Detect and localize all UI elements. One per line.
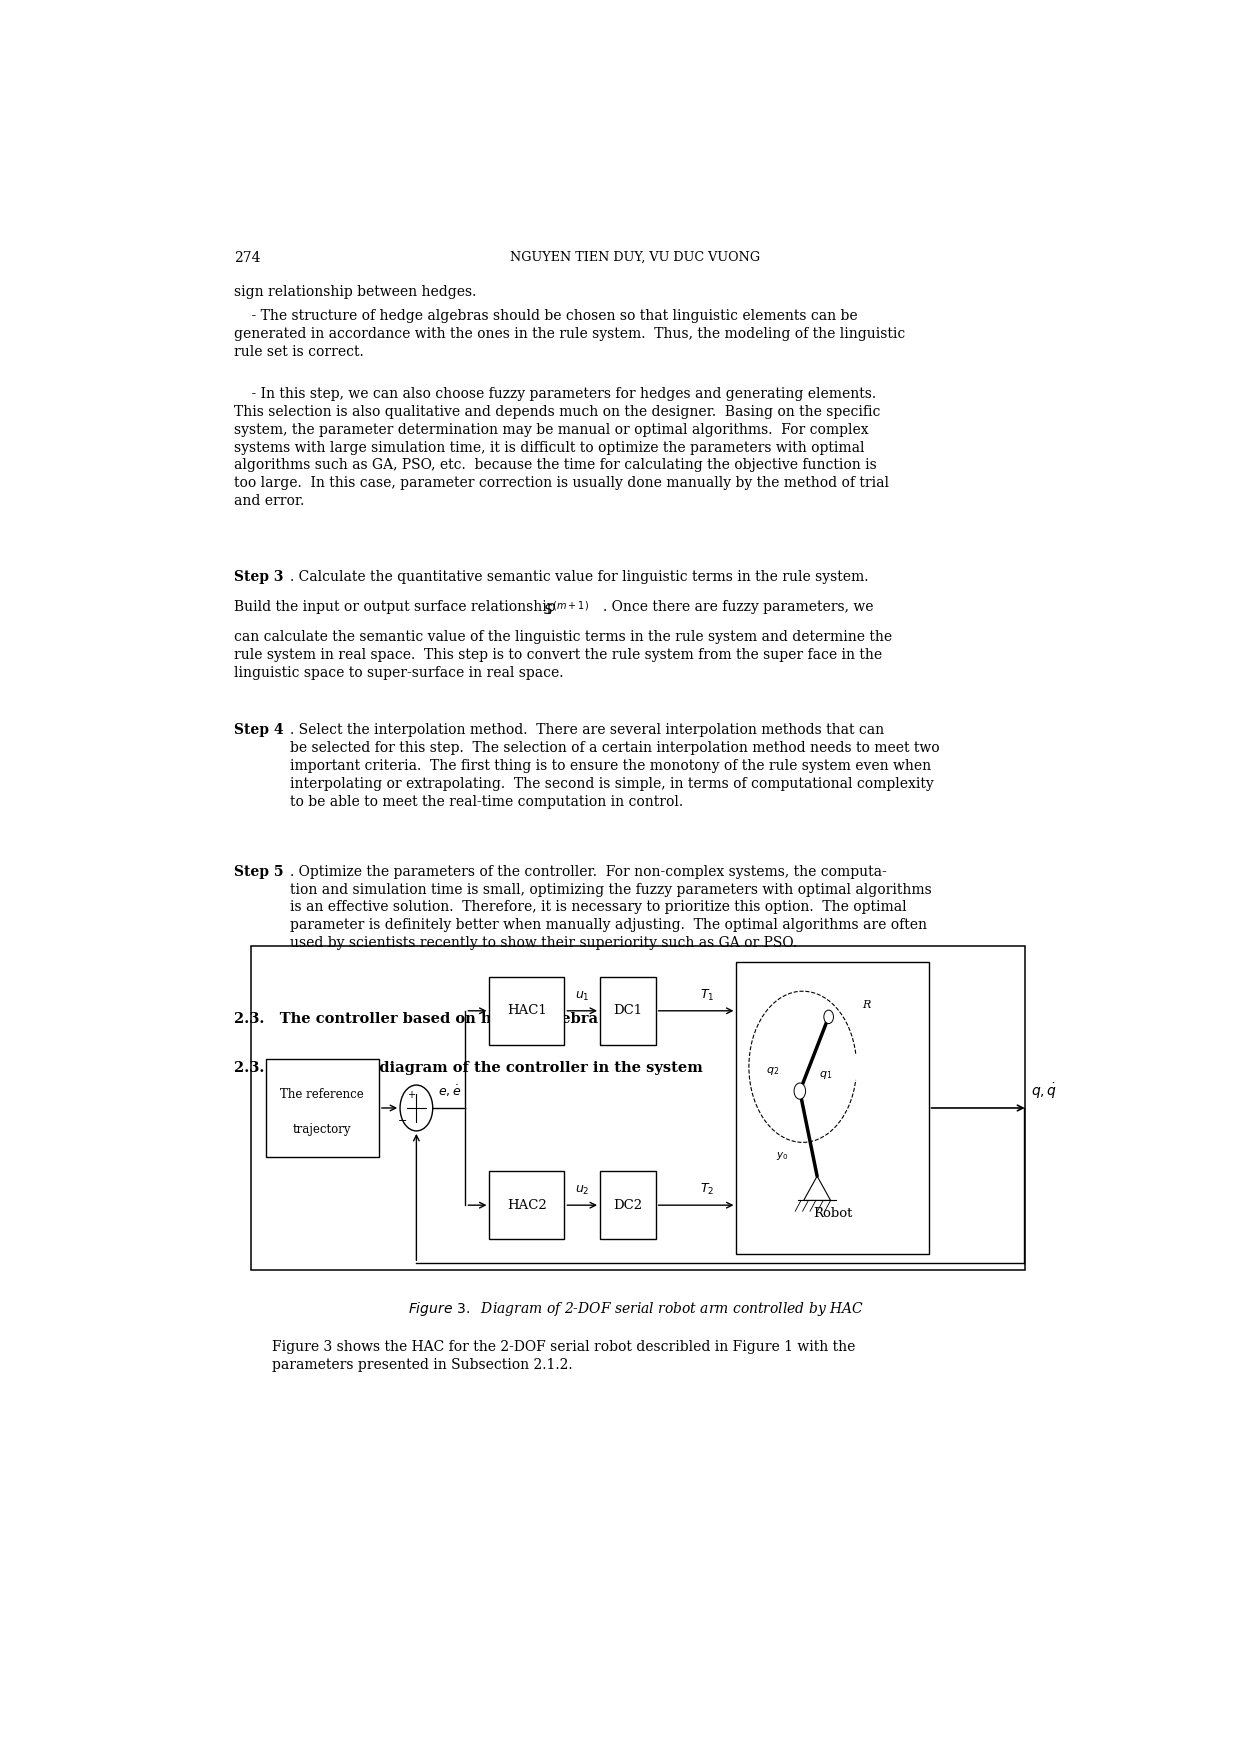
Text: - The structure of hedge algebras should be chosen so that linguistic elements c: - The structure of hedge algebras should… [234,309,905,359]
Text: $e, \dot{e}$: $e, \dot{e}$ [438,1083,461,1099]
Text: . Calculate the quantitative semantic value for linguistic terms in the rule sys: . Calculate the quantitative semantic va… [290,570,868,584]
Circle shape [823,1010,833,1024]
Text: The reference: The reference [280,1089,365,1101]
Text: Step 4: Step 4 [234,724,284,738]
Text: −: − [398,1115,407,1125]
Text: Build the input or output surface relationship: Build the input or output surface relati… [234,600,559,614]
Text: . Once there are fuzzy parameters, we: . Once there are fuzzy parameters, we [603,600,873,614]
Text: can calculate the semantic value of the linguistic terms in the rule system and : can calculate the semantic value of the … [234,629,892,680]
Text: sign relationship between hedges.: sign relationship between hedges. [234,284,476,298]
Circle shape [401,1085,433,1131]
Bar [737,962,929,1253]
Text: $u_1$: $u_1$ [575,990,589,1003]
Text: $T_1$: $T_1$ [701,987,714,1003]
Bar [600,1171,656,1239]
Polygon shape [804,1176,831,1201]
Text: Figure 3 shows the HAC for the 2-DOF serial robot describled in Figure 1 with th: Figure 3 shows the HAC for the 2-DOF ser… [273,1339,856,1373]
Text: $x_0$: $x_0$ [816,1192,828,1204]
Text: $T_2$: $T_2$ [701,1182,714,1197]
Text: $u_2$: $u_2$ [575,1183,589,1197]
Bar [490,976,564,1045]
Text: 274: 274 [234,251,260,265]
Text: trajectory: trajectory [293,1124,351,1136]
Text: $q_1$: $q_1$ [820,1069,832,1082]
Text: $y_0$: $y_0$ [776,1150,789,1162]
Text: 2.3.   The controller based on hedge algebra: 2.3. The controller based on hedge algeb… [234,1011,598,1026]
Text: HAC1: HAC1 [507,1004,547,1017]
Text: R: R [862,999,870,1010]
Text: - In this step, we can also choose fuzzy parameters for hedges and generating el: - In this step, we can also choose fuzzy… [234,387,889,508]
Text: DC2: DC2 [614,1199,642,1211]
Text: . Select the interpolation method.  There are several interpolation methods that: . Select the interpolation method. There… [290,724,940,808]
Text: . Optimize the parameters of the controller.  For non-complex systems, the compu: . Optimize the parameters of the control… [290,864,931,950]
Text: Robot: Robot [812,1206,852,1220]
Text: NGUYEN TIEN DUY, VU DUC VUONG: NGUYEN TIEN DUY, VU DUC VUONG [511,251,760,265]
Text: 2.3.1.   Structure diagram of the controller in the system: 2.3.1. Structure diagram of the controll… [234,1061,703,1075]
Circle shape [794,1083,806,1099]
Text: $q_2$: $q_2$ [766,1064,780,1076]
Text: $S^{(m+1)}$: $S^{(m+1)}$ [543,600,589,617]
Bar [265,1059,379,1157]
Text: $Figure\ 3.$  Diagram of 2-DOF serial robot arm controlled by HAC: $Figure\ 3.$ Diagram of 2-DOF serial rob… [408,1299,863,1318]
Text: HAC2: HAC2 [507,1199,547,1211]
Bar [250,947,1024,1269]
Text: DC1: DC1 [614,1004,642,1017]
Text: Step 3: Step 3 [234,570,283,584]
Bar [490,1171,564,1239]
Bar [600,976,656,1045]
Text: $q, \dot{q}$: $q, \dot{q}$ [1032,1082,1058,1101]
Text: +: + [408,1090,415,1101]
Text: Step 5: Step 5 [234,864,283,878]
